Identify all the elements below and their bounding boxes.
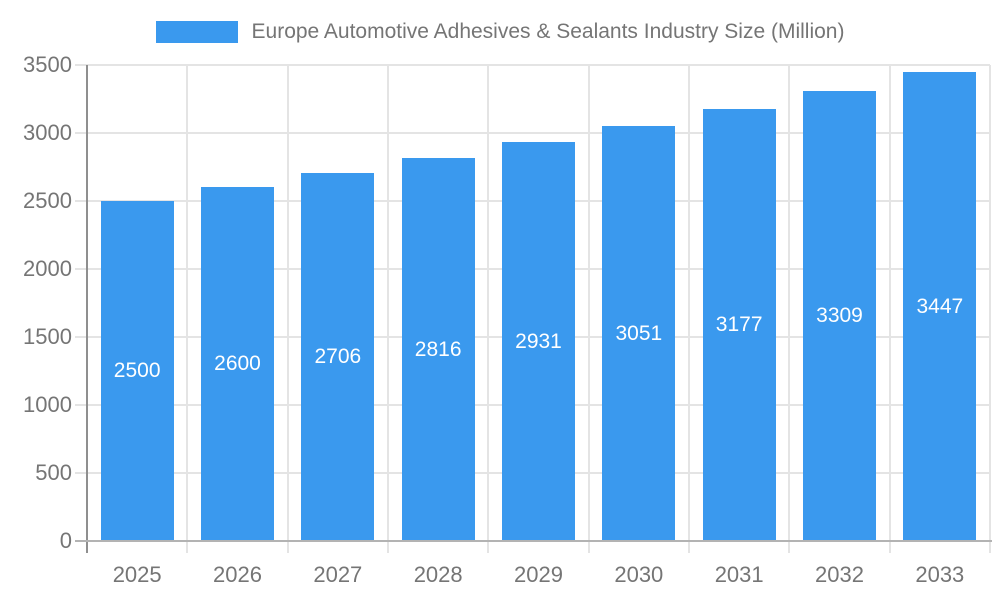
y-axis-tick-label: 1500: [23, 324, 72, 349]
bar: [100, 201, 174, 541]
x-gridline: [788, 65, 791, 553]
legend-label[interactable]: Europe Automotive Adhesives & Sealants I…: [251, 20, 845, 43]
x-gridline: [688, 65, 690, 553]
y-axis-tick-label: 2000: [23, 256, 72, 281]
bar-value-label: 2816: [414, 337, 462, 361]
x-gridline: [387, 65, 389, 553]
chart-legend[interactable]: Europe Automotive Adhesives & Sealants I…: [0, 18, 1000, 46]
bar-value-label: 2600: [214, 352, 261, 376]
legend-swatch-icon[interactable]: [155, 21, 238, 43]
x-gridline: [989, 65, 991, 553]
x-axis-tick-label: 2032: [815, 562, 864, 587]
x-gridline: [888, 65, 891, 553]
x-axis-tick-label: 2031: [714, 562, 764, 587]
bar-value-label: 3309: [816, 303, 863, 327]
x-axis-tick-label: 2025: [112, 562, 162, 587]
x-gridline: [587, 65, 590, 553]
x-axis-tick-label: 2026: [213, 562, 262, 587]
bar-value-label: 2931: [515, 329, 562, 353]
bar: [401, 158, 475, 541]
bar-value-label: 3177: [715, 312, 763, 336]
y-axis-tick-label: 0: [59, 528, 72, 553]
bar: [502, 142, 575, 541]
bar: [201, 187, 274, 541]
x-axis-line: [75, 540, 992, 542]
x-axis-tick-label: 2027: [313, 562, 363, 587]
x-gridline: [186, 65, 189, 553]
y-axis-tick-label: 2500: [23, 188, 72, 213]
x-gridline: [487, 65, 490, 553]
bar: [903, 72, 977, 541]
x-axis-tick-label: 2030: [614, 562, 664, 587]
bar-value-label: 2706: [314, 344, 362, 368]
x-axis-tick-label: 2029: [514, 562, 563, 587]
bar: [602, 126, 676, 541]
x-gridline: [286, 65, 289, 553]
bar-value-label: 3447: [916, 294, 964, 318]
bar: [803, 90, 876, 541]
x-axis-tick-label: 2033: [915, 562, 965, 587]
x-axis-tick-label: 2028: [413, 562, 463, 587]
y-axis-line: [86, 65, 88, 553]
bar-value-label: 3051: [615, 321, 663, 345]
y-axis-tick-label: 3500: [23, 52, 72, 77]
bar: [301, 172, 375, 541]
y-axis-tick-label: 500: [35, 460, 72, 485]
y-gridline: [75, 64, 990, 66]
y-axis-tick-label: 1000: [23, 392, 72, 417]
bar: [702, 108, 776, 541]
y-gridline: [75, 132, 990, 134]
bar-value-label: 2500: [113, 359, 161, 382]
y-axis-tick-label: 3000: [23, 120, 72, 145]
